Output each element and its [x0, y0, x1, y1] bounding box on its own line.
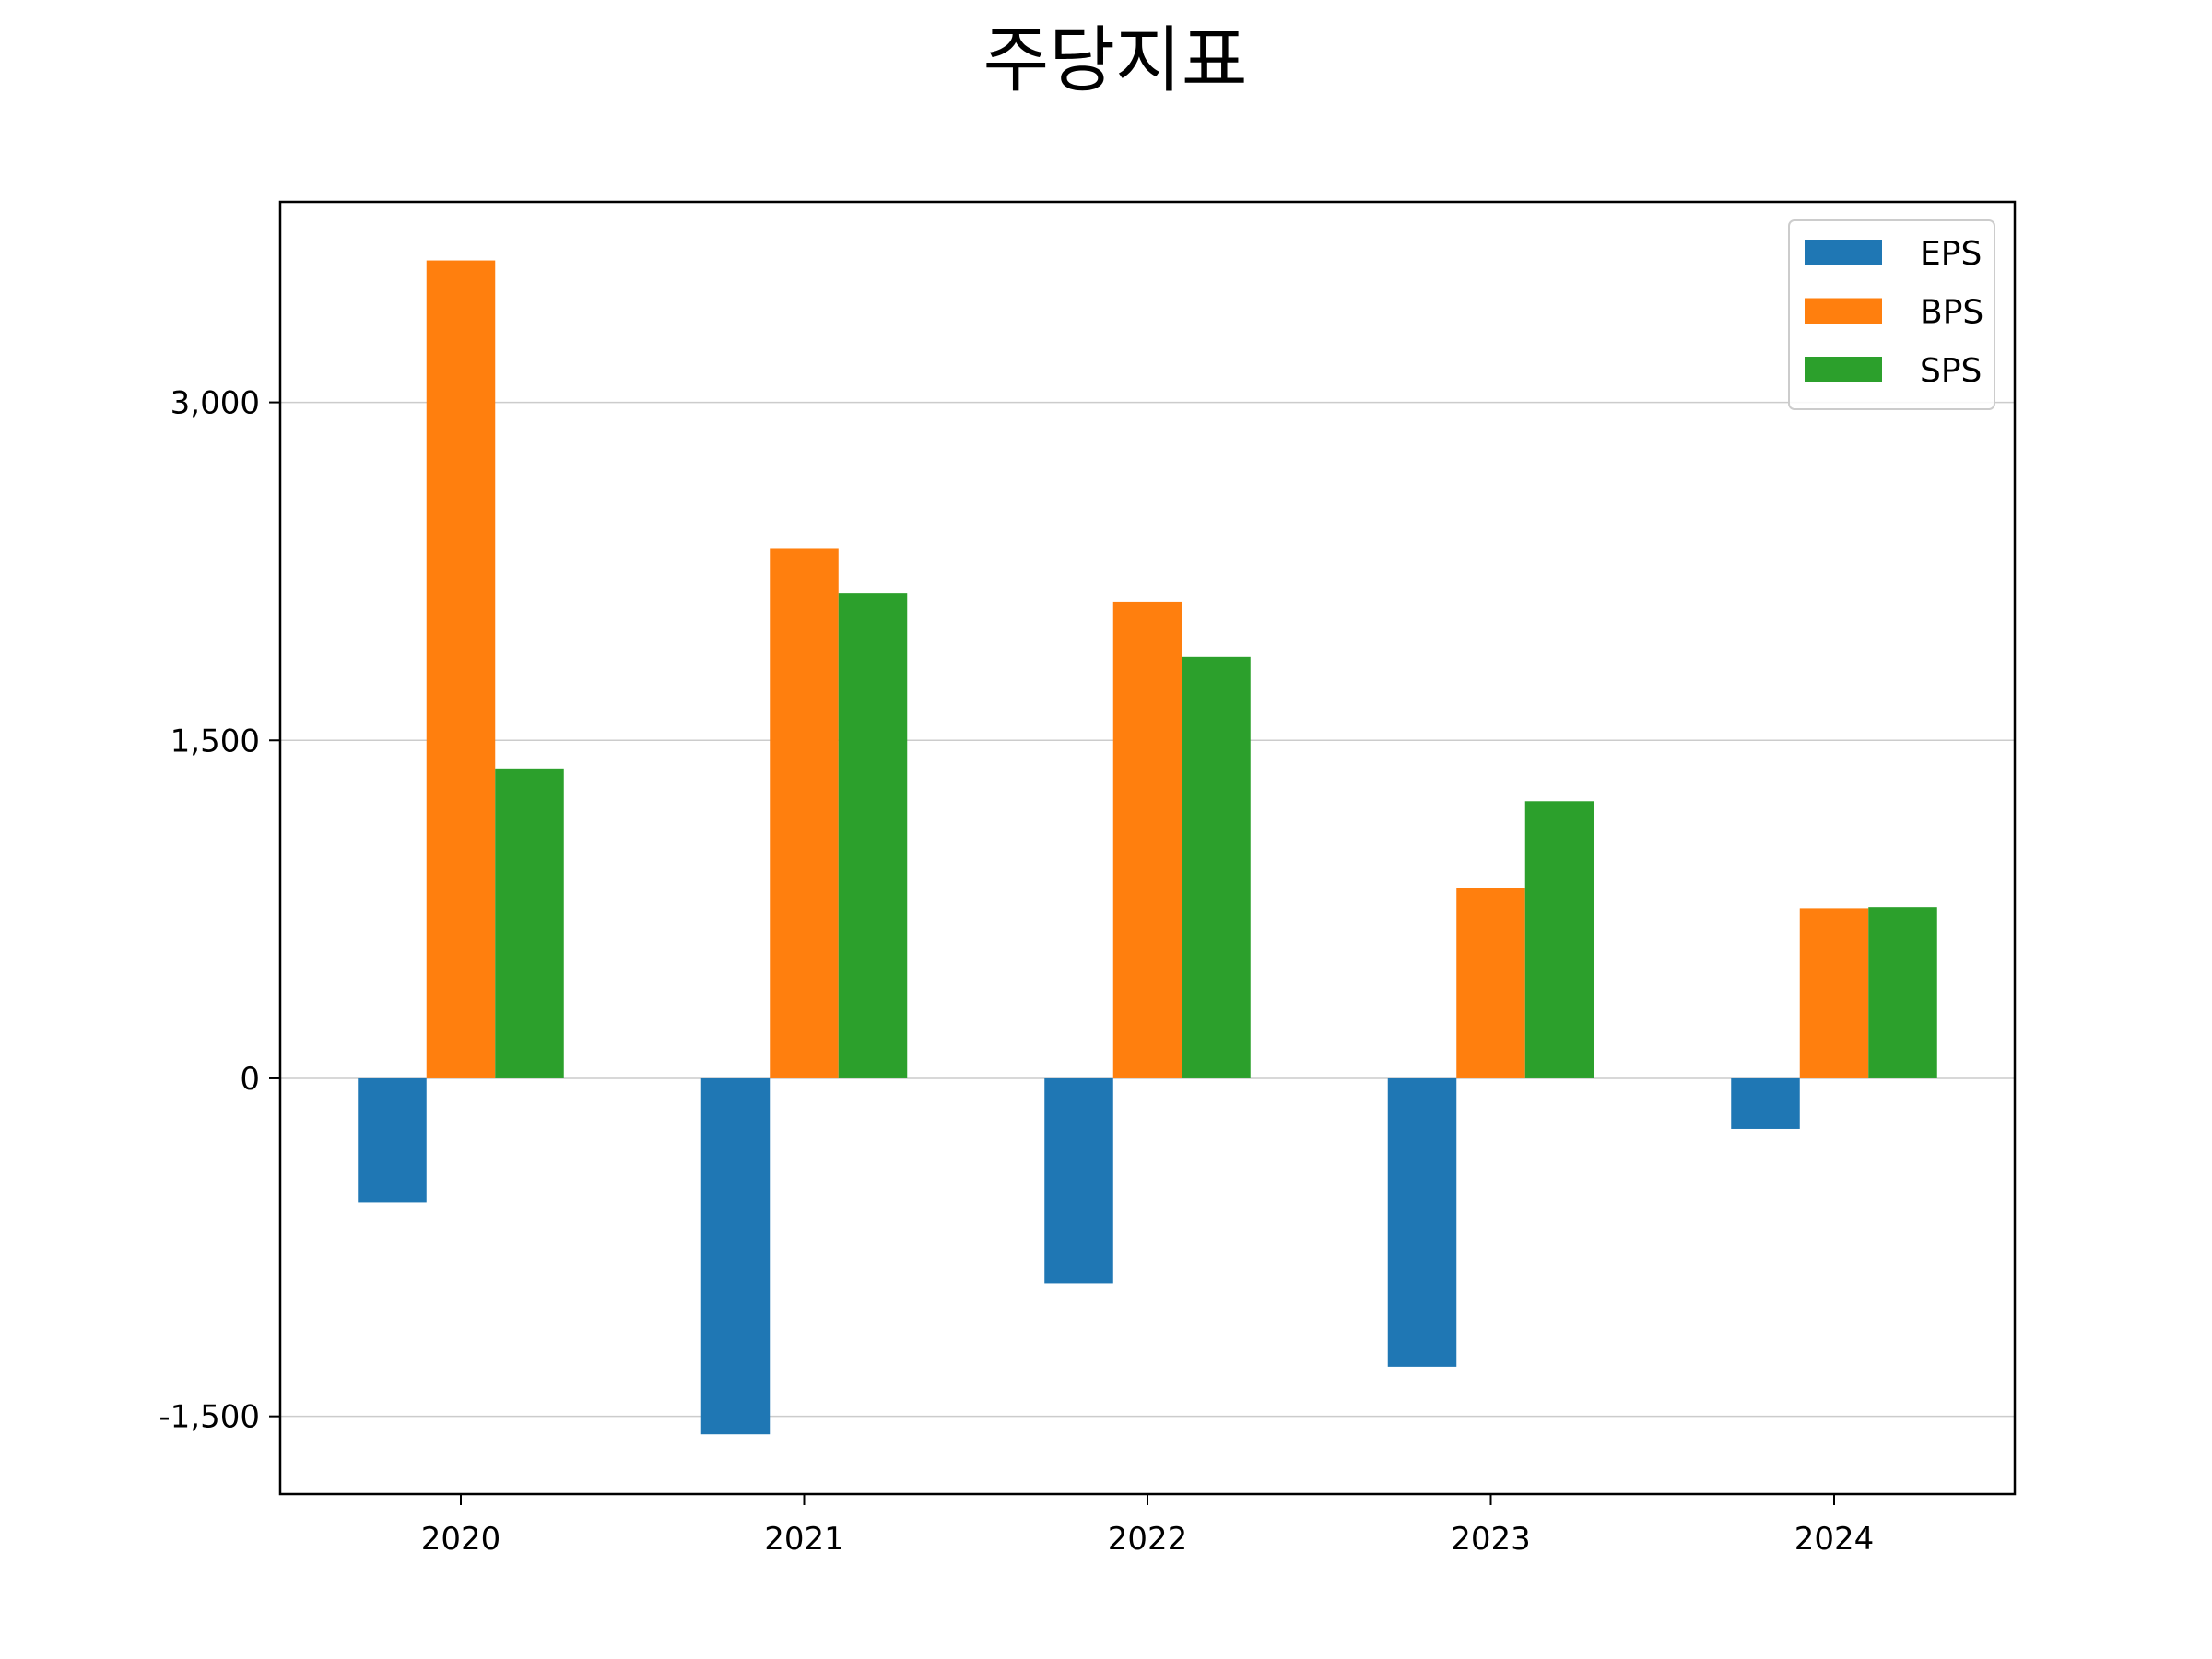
bar-sps-2022: [1182, 656, 1251, 1078]
bar-sps-2023: [1524, 801, 1594, 1078]
bar-bps-2024: [1799, 908, 1869, 1078]
bar-eps-2021: [700, 1077, 771, 1435]
legend-label-bps: BPS: [1920, 294, 1983, 332]
legend-label-sps: SPS: [1920, 352, 1982, 390]
series-sps: [495, 593, 1937, 1078]
bar-bps-2022: [1112, 601, 1182, 1078]
bar-bps-2020: [426, 260, 496, 1078]
bar-sps-2024: [1868, 907, 1937, 1078]
x-axis: 2020 2021 2022 2023 2024: [421, 1494, 1875, 1558]
chart-title: 주당지표: [982, 19, 1247, 102]
bar-sps-2021: [838, 593, 908, 1078]
x-tick-label: 2022: [1108, 1521, 1188, 1558]
bar-eps-2024: [1731, 1077, 1800, 1129]
bar-sps-2020: [495, 768, 564, 1078]
bar-eps-2020: [358, 1077, 427, 1203]
legend-swatch-bps: [1805, 298, 1882, 324]
y-tick-label: 0: [240, 1061, 260, 1098]
y-axis: -1,500 0 1,500 3,000: [159, 385, 280, 1436]
y-tick-label: 3,000: [171, 385, 260, 422]
bar-eps-2022: [1044, 1077, 1113, 1284]
y-tick-label: 1,500: [171, 723, 260, 759]
legend-swatch-eps: [1805, 240, 1882, 265]
bar-eps-2023: [1387, 1077, 1457, 1367]
x-tick-label: 2024: [1794, 1521, 1875, 1558]
x-tick-label: 2020: [421, 1521, 501, 1558]
series-eps: [358, 1077, 1800, 1435]
bars: [358, 260, 1937, 1435]
legend: EPS BPS SPS: [1788, 219, 1995, 410]
legend-swatch-sps: [1805, 357, 1882, 382]
series-bps: [426, 260, 1869, 1078]
bar-bps-2023: [1456, 888, 1525, 1078]
x-tick-label: 2021: [764, 1521, 844, 1558]
x-tick-label: 2023: [1451, 1521, 1531, 1558]
y-tick-label: -1,500: [159, 1399, 260, 1436]
legend-label-eps: EPS: [1920, 235, 1982, 273]
bar-bps-2021: [770, 548, 839, 1078]
